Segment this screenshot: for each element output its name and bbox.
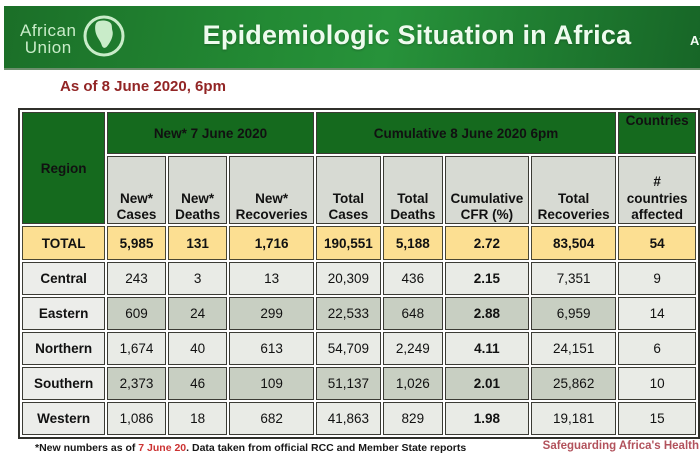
logo-line1: African [20, 20, 77, 40]
countries-cell: 10 [618, 367, 696, 400]
value-cell: 829 [382, 402, 443, 435]
region-name: Western [22, 402, 106, 435]
african-union-logo: African Union [20, 13, 127, 64]
total-new-cases: 5,985 [107, 226, 166, 260]
group-header-row: Region New* 7 June 2020 Cumulative 8 Jun… [22, 112, 696, 224]
african-union-emblem-icon [81, 13, 127, 64]
table-row-eastern: Eastern 609 24 299 22,533 648 2.88 6,959… [22, 297, 696, 330]
value-cell: 13 [229, 262, 314, 295]
value-cell: 18 [167, 402, 228, 435]
column-header-new-recoveries: New* Recoveries [229, 156, 314, 224]
value-cell: 243 [107, 262, 166, 295]
value-cell: 24 [167, 297, 228, 330]
value-cell: 24,151 [531, 332, 617, 365]
value-cell: 25,862 [531, 367, 617, 400]
column-header-total-recoveries: Total Recoveries [531, 156, 617, 224]
cfr-cell: 1.98 [444, 402, 530, 435]
value-cell: 1,026 [382, 367, 443, 400]
value-cell: 46 [167, 367, 228, 400]
footnote-date: 7 June 20 [138, 442, 187, 454]
value-cell: 3 [167, 262, 228, 295]
column-header-total-cases: Total Cases [315, 156, 381, 224]
cfr-cell: 2.15 [444, 262, 530, 295]
header-banner: African Union Epidemiologic Situation in… [4, 6, 700, 70]
countries-cell: 14 [618, 297, 696, 330]
total-cfr: 2.72 [444, 226, 530, 260]
cfr-cell: 2.88 [444, 297, 530, 330]
table-row-western: Western 1,086 18 682 41,863 829 1.98 19,… [22, 402, 696, 435]
african-union-logo-text: African Union [20, 22, 76, 56]
value-cell: 613 [229, 332, 314, 365]
group-header-countries: Countries [618, 112, 696, 154]
page-title: Epidemiologic Situation in Africa [202, 20, 632, 50]
region-name: Eastern [22, 297, 106, 330]
value-cell: 609 [107, 297, 166, 330]
epidemiology-table: Region New* 7 June 2020 Cumulative 8 Jun… [18, 108, 700, 439]
value-cell: 41,863 [315, 402, 381, 435]
group-header-new: New* 7 June 2020 [107, 112, 314, 154]
value-cell: 51,137 [315, 367, 381, 400]
countries-cell: 15 [618, 402, 696, 435]
column-header-row: New* Cases New* Deaths New* Recoveries T… [22, 156, 696, 224]
total-total-cases: 190,551 [315, 226, 381, 260]
footnote: *New numbers as of 7 June 20. Data taken… [35, 442, 466, 454]
value-cell: 19,181 [531, 402, 617, 435]
cfr-cell: 4.11 [444, 332, 530, 365]
countries-cell: 9 [618, 262, 696, 295]
value-cell: 1,674 [107, 332, 166, 365]
value-cell: 2,373 [107, 367, 166, 400]
total-total-recoveries: 83,504 [531, 226, 617, 260]
column-header-countries-affected: # countries affected [618, 156, 696, 224]
banner-corner-text: Af [690, 33, 700, 48]
column-header-total-deaths: Total Deaths [382, 156, 443, 224]
value-cell: 109 [229, 367, 314, 400]
footnote-suffix: . Data taken from official RCC and Membe… [186, 442, 467, 454]
footnote-prefix: *New numbers as of [35, 442, 139, 454]
value-cell: 299 [229, 297, 314, 330]
column-header-new-cases: New* Cases [107, 156, 166, 224]
value-cell: 54,709 [315, 332, 381, 365]
value-cell: 648 [382, 297, 443, 330]
value-cell: 1,086 [107, 402, 166, 435]
table-row-northern: Northern 1,674 40 613 54,709 2,249 4.11 … [22, 332, 696, 365]
group-header-cumulative: Cumulative 8 June 2020 6pm [315, 112, 617, 154]
countries-cell: 6 [618, 332, 696, 365]
total-new-recoveries: 1,716 [229, 226, 314, 260]
value-cell: 20,309 [315, 262, 381, 295]
value-cell: 22,533 [315, 297, 381, 330]
region-name: Southern [22, 367, 106, 400]
table-row-southern: Southern 2,373 46 109 51,137 1,026 2.01 … [22, 367, 696, 400]
value-cell: 7,351 [531, 262, 617, 295]
value-cell: 6,959 [531, 297, 617, 330]
column-header-cumulative-cfr: Cumulative CFR (%) [444, 156, 530, 224]
value-cell: 682 [229, 402, 314, 435]
column-header-new-deaths: New* Deaths [167, 156, 228, 224]
region-name: Central [22, 262, 106, 295]
logo-line2: Union [24, 37, 72, 57]
tagline: Safeguarding Africa's Health [542, 440, 699, 452]
total-countries-affected: 54 [618, 226, 696, 260]
value-cell: 40 [167, 332, 228, 365]
column-header-region: Region [22, 112, 106, 224]
total-total-deaths: 5,188 [382, 226, 443, 260]
as-of-date: As of 8 June 2020, 6pm [60, 78, 226, 95]
value-cell: 436 [382, 262, 443, 295]
total-new-deaths: 131 [167, 226, 228, 260]
table-row-central: Central 243 3 13 20,309 436 2.15 7,351 9 [22, 262, 696, 295]
total-label: TOTAL [22, 226, 106, 260]
cfr-cell: 2.01 [444, 367, 530, 400]
value-cell: 2,249 [382, 332, 443, 365]
table-row-total: TOTAL 5,985 131 1,716 190,551 5,188 2.72… [22, 226, 696, 260]
region-name: Northern [22, 332, 106, 365]
